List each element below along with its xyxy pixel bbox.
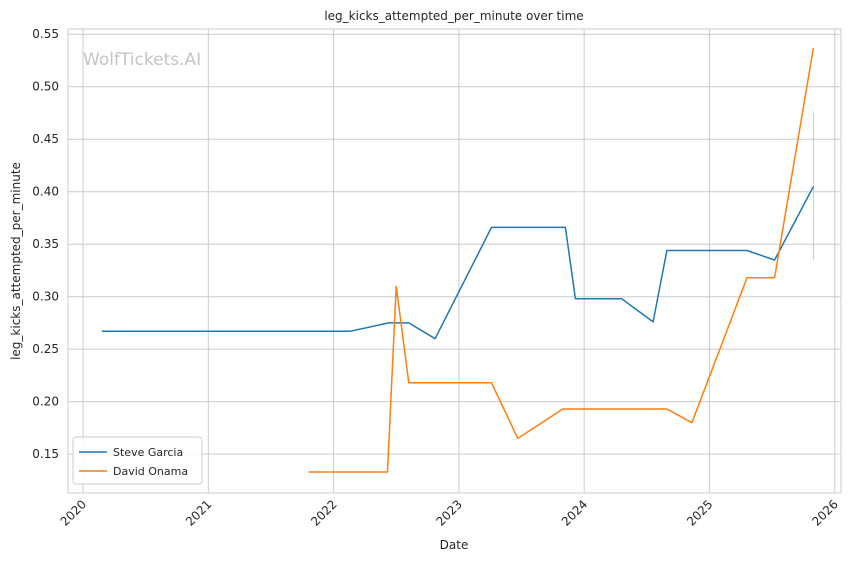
x-tick-labels: 2020 2021 2022 2023 2024 2025 2026: [58, 497, 841, 528]
x-tick-label: 2020: [58, 497, 89, 528]
chart-title: leg_kicks_attempted_per_minute over time: [324, 9, 583, 23]
y-tick-label: 0.40: [32, 185, 59, 199]
y-tick-label: 0.20: [32, 395, 59, 409]
y-tick-label: 0.50: [32, 80, 59, 94]
y-tick-label: 0.45: [32, 132, 59, 146]
series-line-steve-garcia: [101, 186, 815, 340]
x-tick-label: 2024: [559, 497, 590, 528]
legend-label-steve-garcia: Steve Garcia: [113, 446, 183, 459]
y-tick-label: 0.15: [32, 447, 59, 461]
plot-frame: [67, 28, 842, 494]
y-tick-label: 0.35: [32, 237, 59, 251]
y-tick-label: 0.25: [32, 342, 59, 356]
x-tick-label: 2022: [308, 497, 339, 528]
y-tick-labels: 0.15 0.20 0.25 0.30 0.35 0.40 0.45 0.50 0.55: [32, 27, 59, 461]
y-tick-label: 0.55: [32, 27, 59, 41]
watermark: WolfTickets.AI: [83, 50, 201, 70]
x-tick-label: 2023: [434, 497, 465, 528]
legend-label-david-onama: David Onama: [113, 465, 188, 478]
x-tick-label: 2025: [684, 497, 715, 528]
x-tick-label: 2026: [809, 497, 840, 528]
y-tick-label: 0.30: [32, 290, 59, 304]
x-tick-label: 2021: [183, 497, 214, 528]
series-lines: [101, 47, 815, 473]
x-gridlines: [82, 29, 836, 493]
y-gridlines: [68, 33, 841, 455]
x-axis-title: Date: [440, 538, 469, 552]
series-line-david-onama: [308, 47, 815, 473]
plot-area: [68, 29, 841, 493]
y-axis-title: leg_kicks_attempted_per_minute: [9, 162, 23, 360]
legend: Steve Garcia David Onama: [72, 436, 203, 485]
legend-box: [72, 436, 203, 485]
